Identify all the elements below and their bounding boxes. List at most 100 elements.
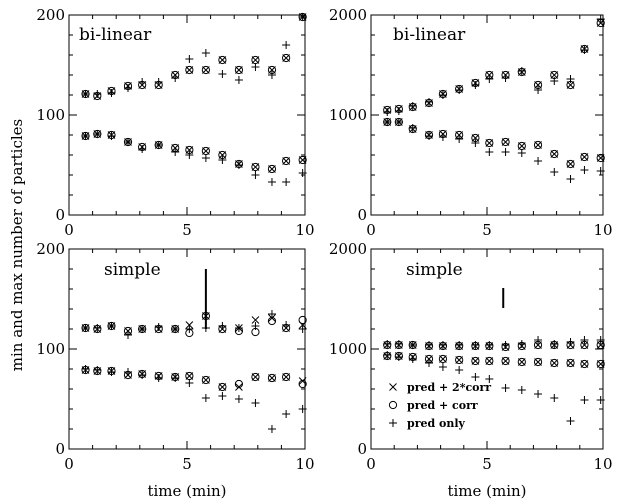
data-point-+-upper — [596, 15, 605, 23]
data-point-+-lower — [298, 169, 307, 177]
y-tick-label: 100 — [36, 340, 65, 358]
data-point-+-lower — [517, 149, 526, 157]
x-tick-label: 5 — [182, 221, 192, 239]
x-tick-label: 0 — [64, 455, 74, 473]
data-point-o-lower — [501, 356, 510, 366]
data-point-+-lower — [124, 138, 132, 146]
x-tick-label: 0 — [366, 221, 376, 239]
data-point-+-lower — [251, 171, 260, 179]
data-point-o-upper — [201, 65, 210, 75]
y-tick-label: 100 — [36, 106, 65, 124]
data-point-+-upper — [298, 13, 307, 21]
data-point-+-lower — [425, 132, 433, 140]
data-point-+-upper — [251, 322, 260, 330]
x-tick-label: 10 — [593, 221, 612, 239]
y-tick-label: 0 — [55, 440, 65, 458]
x-tick-label: 0 — [366, 455, 376, 473]
data-point-+-lower — [394, 118, 403, 126]
data-point-+-upper — [394, 340, 403, 348]
data-point-+-upper — [124, 84, 132, 92]
data-point-+-upper — [566, 338, 575, 346]
data-point-+-upper — [566, 75, 575, 83]
data-point-+-upper — [383, 340, 392, 348]
data-point-+-upper — [438, 91, 447, 99]
data-point-+-upper — [580, 46, 589, 54]
x-axis-title-left: time (min) — [147, 482, 226, 500]
data-point-+-upper — [471, 341, 480, 349]
data-point-o-upper — [234, 65, 244, 75]
data-point-+-lower — [234, 395, 243, 403]
data-point-o-lower — [201, 375, 210, 385]
x-tick-label: 10 — [295, 221, 314, 239]
data-point-+-upper — [394, 107, 403, 115]
data-point-o-lower — [218, 382, 227, 392]
x-tick-label: 10 — [295, 455, 314, 473]
data-point-+-lower — [596, 167, 605, 175]
data-point-+-upper — [282, 41, 291, 49]
data-point-+-upper — [425, 98, 433, 106]
data-point-o-lower — [566, 358, 575, 368]
data-point-+-lower — [501, 148, 510, 156]
data-point-+-upper — [171, 325, 180, 333]
data-point-+-lower — [580, 166, 589, 174]
data-point-+-lower — [455, 366, 464, 374]
legend-label: pred + corr — [407, 399, 478, 412]
data-point-+-lower — [107, 368, 116, 376]
data-point-o-lower — [298, 155, 307, 165]
y-tick-label: 0 — [357, 206, 367, 224]
data-point-+-upper — [596, 336, 605, 344]
data-point-o-lower — [282, 156, 291, 166]
data-point-+-lower — [408, 355, 417, 363]
plot-frame — [68, 14, 306, 216]
data-point-+-lower — [383, 118, 392, 126]
data-point-+-lower — [596, 396, 605, 404]
data-point-+-upper — [550, 340, 559, 348]
data-point-+-lower — [138, 145, 147, 153]
data-point-+-lower — [534, 157, 543, 165]
legend: pred + 2*corr pred + corr pred only — [388, 381, 491, 430]
data-point-+-lower — [438, 363, 447, 371]
y-tick-label: 200 — [36, 240, 65, 258]
data-point-o-lower — [471, 356, 480, 366]
data-point-+-lower — [201, 394, 210, 402]
y-tick-label: 0 — [55, 206, 65, 224]
data-point-+-lower — [485, 375, 494, 383]
data-point-o-lower — [267, 373, 277, 383]
data-point-+-upper — [234, 76, 243, 84]
series-+ — [383, 15, 605, 183]
data-point-+-upper — [438, 341, 447, 349]
data-point-+-upper — [471, 81, 480, 89]
data-point-+-upper — [154, 78, 163, 86]
data-point-+-lower — [394, 353, 403, 361]
data-point-o-upper — [185, 65, 194, 75]
data-point-+-upper — [138, 325, 147, 333]
data-point-o-lower — [298, 379, 307, 389]
data-point-+-upper — [455, 86, 464, 94]
data-point-+-upper — [517, 67, 526, 75]
data-point-+-upper — [107, 322, 116, 330]
legend-marker-x — [389, 383, 397, 391]
data-point-o-lower — [438, 354, 448, 364]
data-point-o-lower — [251, 372, 260, 382]
legend-marker-o — [388, 400, 398, 410]
data-point-o-lower — [596, 359, 605, 369]
data-point-+-upper — [485, 341, 494, 349]
legend-marker-+ — [389, 419, 397, 427]
data-point-+-lower — [185, 151, 194, 159]
data-point-+-lower — [282, 410, 291, 418]
plot-frame — [370, 14, 604, 216]
data-point-o-lower — [550, 149, 559, 159]
data-point-o-upper — [218, 55, 227, 65]
panel-annotation: simple — [406, 260, 463, 280]
data-point-+-lower — [81, 132, 90, 140]
data-point-+-lower — [154, 374, 163, 382]
chart-panel-bottom-right: 0 5 10 0 1000 2000 simple pred + 2*corr pred + c… — [329, 240, 613, 473]
data-point-o-lower — [517, 357, 526, 367]
data-point-+-lower — [438, 133, 447, 141]
data-point-+-lower — [566, 417, 575, 425]
data-point-+-lower — [425, 359, 433, 367]
data-point-+-upper — [185, 55, 194, 63]
data-point-+-lower — [81, 365, 90, 373]
chart-panel-top-right: 0 5 10 0 1000 2000 bi-linear — [329, 6, 613, 239]
